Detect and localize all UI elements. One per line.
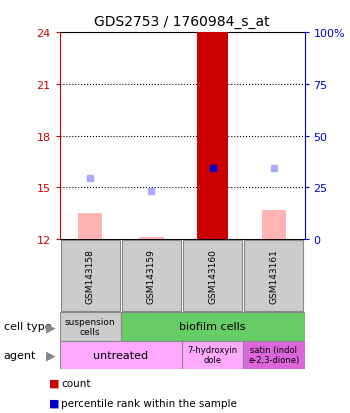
- Bar: [121, 313, 304, 341]
- Text: cell type: cell type: [4, 322, 51, 332]
- Text: suspension
cells: suspension cells: [65, 317, 116, 336]
- Text: ▶: ▶: [46, 348, 56, 361]
- Bar: [61, 240, 120, 311]
- Text: 7-hydroxyin
dole: 7-hydroxyin dole: [188, 345, 238, 364]
- Bar: [139, 237, 164, 240]
- Bar: [60, 341, 182, 369]
- Text: GSM143158: GSM143158: [86, 248, 94, 303]
- Bar: [197, 33, 228, 240]
- Bar: [122, 240, 181, 311]
- Text: agent: agent: [4, 350, 36, 360]
- Text: ■: ■: [49, 378, 60, 388]
- Bar: [78, 214, 102, 240]
- Bar: [182, 341, 243, 369]
- Text: untreated: untreated: [93, 350, 148, 360]
- Bar: [262, 210, 286, 240]
- Text: ■: ■: [49, 398, 60, 408]
- Text: GSM143159: GSM143159: [147, 248, 156, 303]
- Text: GSM143160: GSM143160: [208, 248, 217, 303]
- Title: GDS2753 / 1760984_s_at: GDS2753 / 1760984_s_at: [94, 15, 270, 29]
- Bar: [60, 313, 121, 341]
- Text: biofilm cells: biofilm cells: [179, 322, 246, 332]
- Bar: [183, 240, 242, 311]
- Text: ▶: ▶: [46, 320, 56, 333]
- Text: satin (indol
e-2,3-dione): satin (indol e-2,3-dione): [248, 345, 300, 364]
- Bar: [244, 240, 303, 311]
- Text: percentile rank within the sample: percentile rank within the sample: [61, 398, 237, 408]
- Text: GSM143161: GSM143161: [270, 248, 278, 303]
- Text: count: count: [61, 378, 91, 388]
- Bar: [243, 341, 304, 369]
